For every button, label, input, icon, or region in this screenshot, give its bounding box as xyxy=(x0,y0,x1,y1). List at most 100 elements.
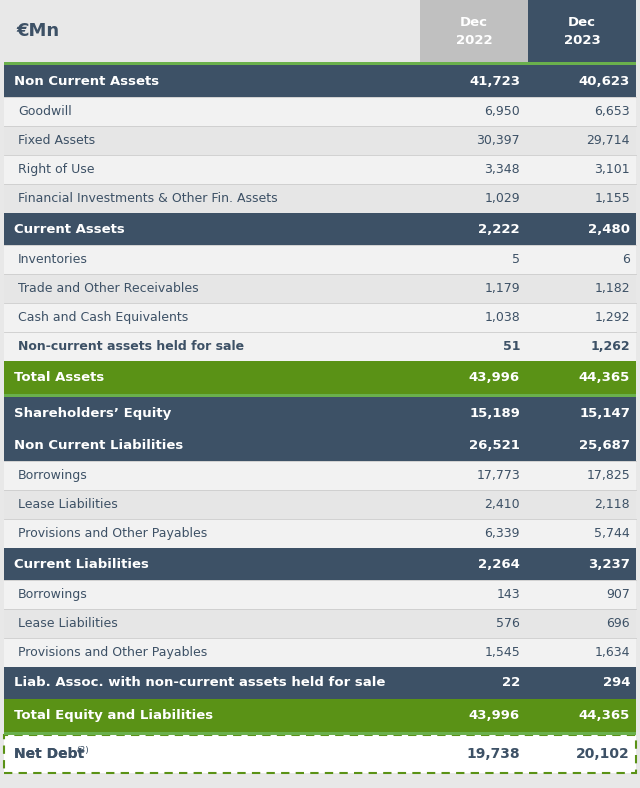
Text: 22: 22 xyxy=(502,677,520,690)
Text: €Mn: €Mn xyxy=(16,22,59,40)
Text: Trade and Other Receivables: Trade and Other Receivables xyxy=(18,282,198,295)
Bar xyxy=(4,490,636,519)
Text: 143: 143 xyxy=(497,588,520,601)
Text: Provisions and Other Payables: Provisions and Other Payables xyxy=(18,646,207,659)
Bar xyxy=(4,609,636,638)
Bar xyxy=(4,65,636,97)
Text: 6,339: 6,339 xyxy=(484,527,520,540)
Bar xyxy=(4,732,636,735)
Text: Dec
2023: Dec 2023 xyxy=(564,16,600,46)
Text: 3,348: 3,348 xyxy=(484,163,520,176)
Text: Inventories: Inventories xyxy=(18,253,88,266)
Bar xyxy=(4,274,636,303)
Text: Financial Investments & Other Fin. Assets: Financial Investments & Other Fin. Asset… xyxy=(18,192,278,205)
Text: 29,714: 29,714 xyxy=(586,134,630,147)
Text: 26,521: 26,521 xyxy=(469,438,520,452)
Text: 2,480: 2,480 xyxy=(588,222,630,236)
Text: 6,950: 6,950 xyxy=(484,105,520,118)
Text: Non-current assets held for sale: Non-current assets held for sale xyxy=(18,340,244,353)
Bar xyxy=(4,429,636,461)
Text: 51: 51 xyxy=(502,340,520,353)
Bar xyxy=(4,213,636,245)
Text: Non Current Assets: Non Current Assets xyxy=(14,75,159,87)
Text: 2,410: 2,410 xyxy=(484,498,520,511)
Text: 43,996: 43,996 xyxy=(469,709,520,722)
Bar xyxy=(4,245,636,274)
Text: 20,102: 20,102 xyxy=(576,747,630,761)
Text: 25,687: 25,687 xyxy=(579,438,630,452)
Text: 41,723: 41,723 xyxy=(469,75,520,87)
Bar xyxy=(4,361,636,394)
Bar xyxy=(4,126,636,155)
Text: Borrowings: Borrowings xyxy=(18,469,88,482)
Text: 1,292: 1,292 xyxy=(595,311,630,324)
Text: Cash and Cash Equivalents: Cash and Cash Equivalents xyxy=(18,311,188,324)
Text: 1,545: 1,545 xyxy=(484,646,520,659)
Bar xyxy=(4,303,636,332)
Bar xyxy=(4,461,636,490)
Text: 696: 696 xyxy=(606,617,630,630)
Text: 2,118: 2,118 xyxy=(595,498,630,511)
Text: 3,101: 3,101 xyxy=(595,163,630,176)
Text: 1,029: 1,029 xyxy=(484,192,520,205)
Bar xyxy=(4,155,636,184)
Text: 1,179: 1,179 xyxy=(484,282,520,295)
Text: 40,623: 40,623 xyxy=(579,75,630,87)
Bar xyxy=(4,184,636,213)
Text: Total Equity and Liabilities: Total Equity and Liabilities xyxy=(14,709,213,722)
Bar xyxy=(4,735,636,773)
Text: 5: 5 xyxy=(512,253,520,266)
Text: 44,365: 44,365 xyxy=(579,371,630,384)
Bar xyxy=(4,667,636,699)
Text: Current Liabilities: Current Liabilities xyxy=(14,557,149,571)
Text: 1,155: 1,155 xyxy=(595,192,630,205)
Text: 3,237: 3,237 xyxy=(588,557,630,571)
Text: 1,182: 1,182 xyxy=(595,282,630,295)
Text: Shareholders’ Equity: Shareholders’ Equity xyxy=(14,407,172,419)
Bar xyxy=(4,548,636,580)
Text: Total Assets: Total Assets xyxy=(14,371,104,384)
Text: 2,222: 2,222 xyxy=(478,222,520,236)
Bar xyxy=(4,394,636,397)
Text: Net Debt: Net Debt xyxy=(14,747,84,761)
Text: Non Current Liabilities: Non Current Liabilities xyxy=(14,438,183,452)
Bar xyxy=(4,332,636,361)
Bar xyxy=(4,0,636,62)
Bar xyxy=(4,62,636,65)
Text: Provisions and Other Payables: Provisions and Other Payables xyxy=(18,527,207,540)
Bar xyxy=(4,519,636,548)
Text: Lease Liabilities: Lease Liabilities xyxy=(18,498,118,511)
Text: 43,996: 43,996 xyxy=(469,371,520,384)
Text: 576: 576 xyxy=(496,617,520,630)
Bar xyxy=(4,97,636,126)
Text: Goodwill: Goodwill xyxy=(18,105,72,118)
Text: 2,264: 2,264 xyxy=(478,557,520,571)
Text: Dec
2022: Dec 2022 xyxy=(456,16,492,46)
Text: Net Debt: Net Debt xyxy=(14,747,84,761)
Text: 294: 294 xyxy=(602,677,630,690)
Text: 30,397: 30,397 xyxy=(476,134,520,147)
Text: 1,634: 1,634 xyxy=(595,646,630,659)
Bar xyxy=(420,0,528,62)
Bar xyxy=(528,0,636,62)
Text: Fixed Assets: Fixed Assets xyxy=(18,134,95,147)
Text: 6,653: 6,653 xyxy=(595,105,630,118)
Text: (3): (3) xyxy=(76,745,89,754)
Text: 1,262: 1,262 xyxy=(590,340,630,353)
Text: Current Assets: Current Assets xyxy=(14,222,125,236)
Text: 5,744: 5,744 xyxy=(595,527,630,540)
Bar xyxy=(4,397,636,429)
Bar xyxy=(4,638,636,667)
Text: Liab. Assoc. with non-current assets held for sale: Liab. Assoc. with non-current assets hel… xyxy=(14,677,385,690)
Text: 15,147: 15,147 xyxy=(579,407,630,419)
Text: 15,189: 15,189 xyxy=(469,407,520,419)
Text: Borrowings: Borrowings xyxy=(18,588,88,601)
Text: 44,365: 44,365 xyxy=(579,709,630,722)
Text: 907: 907 xyxy=(606,588,630,601)
Text: 6: 6 xyxy=(622,253,630,266)
Bar xyxy=(4,699,636,732)
Text: 17,773: 17,773 xyxy=(476,469,520,482)
Text: Lease Liabilities: Lease Liabilities xyxy=(18,617,118,630)
Bar xyxy=(4,580,636,609)
Text: 19,738: 19,738 xyxy=(467,747,520,761)
